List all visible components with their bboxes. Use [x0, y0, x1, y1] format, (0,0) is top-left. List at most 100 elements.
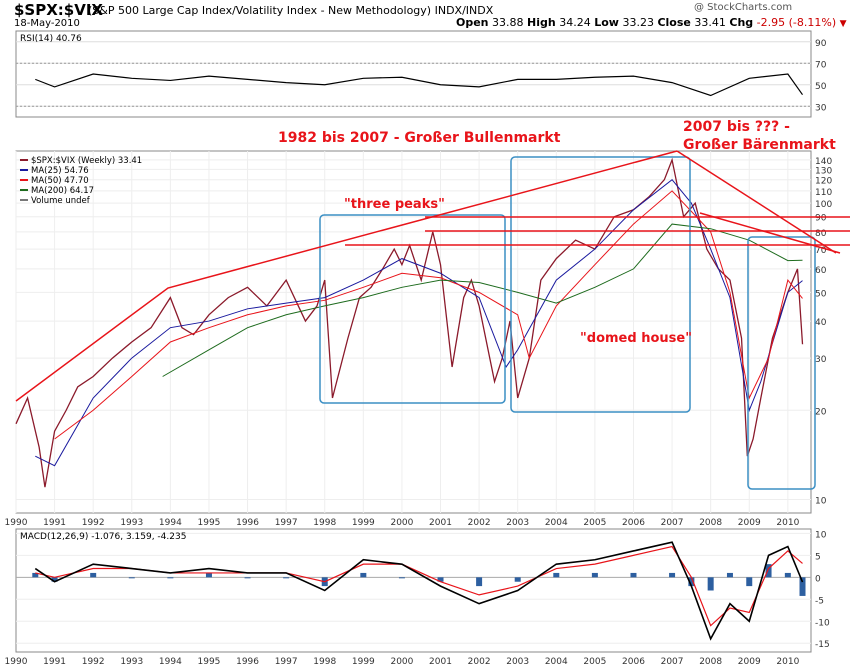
price-year-label: 1999: [352, 518, 375, 528]
descending-line: [699, 212, 841, 254]
price-tick-label: 40: [815, 318, 827, 328]
macd-histogram-bar: [553, 572, 560, 578]
macd-histogram-bar: [360, 572, 367, 578]
macd-year-label: 1998: [313, 657, 336, 667]
macd-histogram-bar: [746, 577, 753, 587]
legend-entry: MA(50) 47.70: [31, 176, 89, 186]
macd-year-label: 2008: [699, 657, 722, 667]
macd-year-label: 1992: [82, 657, 105, 667]
bear-trendline: [676, 150, 837, 254]
macd-year-label: 2004: [545, 657, 568, 667]
three-peaks-box: [319, 214, 506, 404]
macd-tick-label: -15: [815, 640, 830, 650]
recent-box: [747, 236, 816, 490]
macd-title: MACD(12,26,9) -1.076, 3.159, -4.235: [20, 532, 186, 542]
macd-histogram-bar: [283, 577, 290, 579]
rsi-panel-frame: [15, 30, 812, 118]
macd-year-label: 1993: [120, 657, 143, 667]
high-value: 34.24: [559, 16, 591, 29]
chg-down-icon: ▼: [839, 19, 847, 29]
chart-date: 18-May-2010: [14, 18, 80, 29]
legend-entry: $SPX:$VIX (Weekly) 33.41: [31, 156, 142, 166]
bull-trendline: [15, 150, 678, 402]
macd-year-label: 2006: [622, 657, 645, 667]
macd-year-label: 2005: [583, 657, 606, 667]
price-tick-label: 130: [815, 166, 832, 176]
macd-histogram-bar: [398, 577, 405, 579]
macd-year-label: 2009: [738, 657, 761, 667]
price-tick-label: 30: [815, 355, 827, 365]
price-year-label: 1992: [82, 518, 105, 528]
price-year-label: 1994: [159, 518, 182, 528]
macd-year-label: 1994: [159, 657, 182, 667]
rsi-title: RSI(14) 40.76: [20, 34, 82, 44]
macd-histogram-bar: [726, 572, 733, 578]
macd-year-label: 1997: [275, 657, 298, 667]
price-year-label: 2006: [622, 518, 645, 528]
macd-histogram-bar: [437, 577, 444, 582]
macd-year-label: 1990: [5, 657, 28, 667]
legend-entry: Volume undef: [31, 196, 91, 206]
price-year-label: 1995: [198, 518, 221, 528]
legend-entry: MA(25) 54.76: [31, 166, 89, 176]
macd-year-label: 2001: [429, 657, 452, 667]
price-tick-label: 50: [815, 289, 827, 299]
macd-histogram-bar: [784, 572, 791, 578]
price-tick-label: 100: [815, 200, 832, 210]
price-tick-label: 80: [815, 229, 827, 239]
macd-histogram-bar: [205, 572, 212, 578]
macd-histogram-bar: [669, 572, 676, 578]
open-value: 33.88: [492, 16, 524, 29]
ma25-line: [35, 179, 803, 467]
domed-house-annotation: "domed house": [580, 331, 692, 346]
price-year-label: 2007: [661, 518, 684, 528]
macd-histogram-bar: [476, 577, 483, 587]
price-year-label: 2004: [545, 518, 568, 528]
macd-histogram-bar: [630, 572, 637, 578]
macd-histogram-bar: [799, 577, 806, 596]
rsi-tick-label: 30: [815, 103, 827, 113]
bearmarket-annotation-2: Großer Bärenmarkt: [683, 137, 836, 153]
price-year-label: 2008: [699, 518, 722, 528]
price-tick-label: 120: [815, 177, 832, 187]
bearmarket-annotation-1: 2007 bis ??? -: [683, 119, 790, 135]
price-year-label: 1996: [236, 518, 259, 528]
macd-histogram-bar: [51, 577, 58, 582]
price-tick-label: 60: [815, 266, 827, 276]
price-year-label: 1990: [5, 518, 28, 528]
macd-histogram-bar: [32, 572, 39, 578]
price-tick-label: 90: [815, 214, 827, 224]
price-tick-label: 140: [815, 157, 832, 167]
price-tick-label: 70: [815, 246, 827, 256]
macd-tick-label: 5: [815, 552, 821, 562]
price-year-label: 1991: [43, 518, 66, 528]
low-value: 33.23: [622, 16, 654, 29]
ma50-line: [54, 190, 803, 440]
macd-signal-line: [35, 545, 803, 627]
price-year-label: 2000: [390, 518, 413, 528]
copyright: @ StockCharts.com: [694, 2, 793, 13]
macd-year-label: 2002: [468, 657, 491, 667]
chart-description: (S&P 500 Large Cap Index/Volatility Inde…: [88, 4, 494, 17]
price-year-label: 2003: [506, 518, 529, 528]
price-year-label: 1998: [313, 518, 336, 528]
macd-tick-label: -10: [815, 618, 830, 628]
close-value: 33.41: [694, 16, 726, 29]
price-year-label: 2002: [468, 518, 491, 528]
price-tick-label: 10: [815, 496, 827, 506]
macd-year-label: 2003: [506, 657, 529, 667]
three-peaks-annotation: "three peaks": [344, 197, 445, 212]
macd-histogram-bar: [591, 572, 598, 578]
macd-year-label: 2010: [776, 657, 799, 667]
price-year-label: 1997: [275, 518, 298, 528]
price-year-label: 1993: [120, 518, 143, 528]
macd-year-label: 2007: [661, 657, 684, 667]
macd-tick-label: 10: [815, 530, 827, 540]
macd-panel-frame: [15, 528, 812, 653]
macd-histogram-bar: [128, 577, 135, 579]
macd-histogram-bar: [167, 577, 174, 579]
price-year-label: 2001: [429, 518, 452, 528]
macd-histogram-bar: [707, 577, 714, 591]
price-year-label: 2010: [776, 518, 799, 528]
